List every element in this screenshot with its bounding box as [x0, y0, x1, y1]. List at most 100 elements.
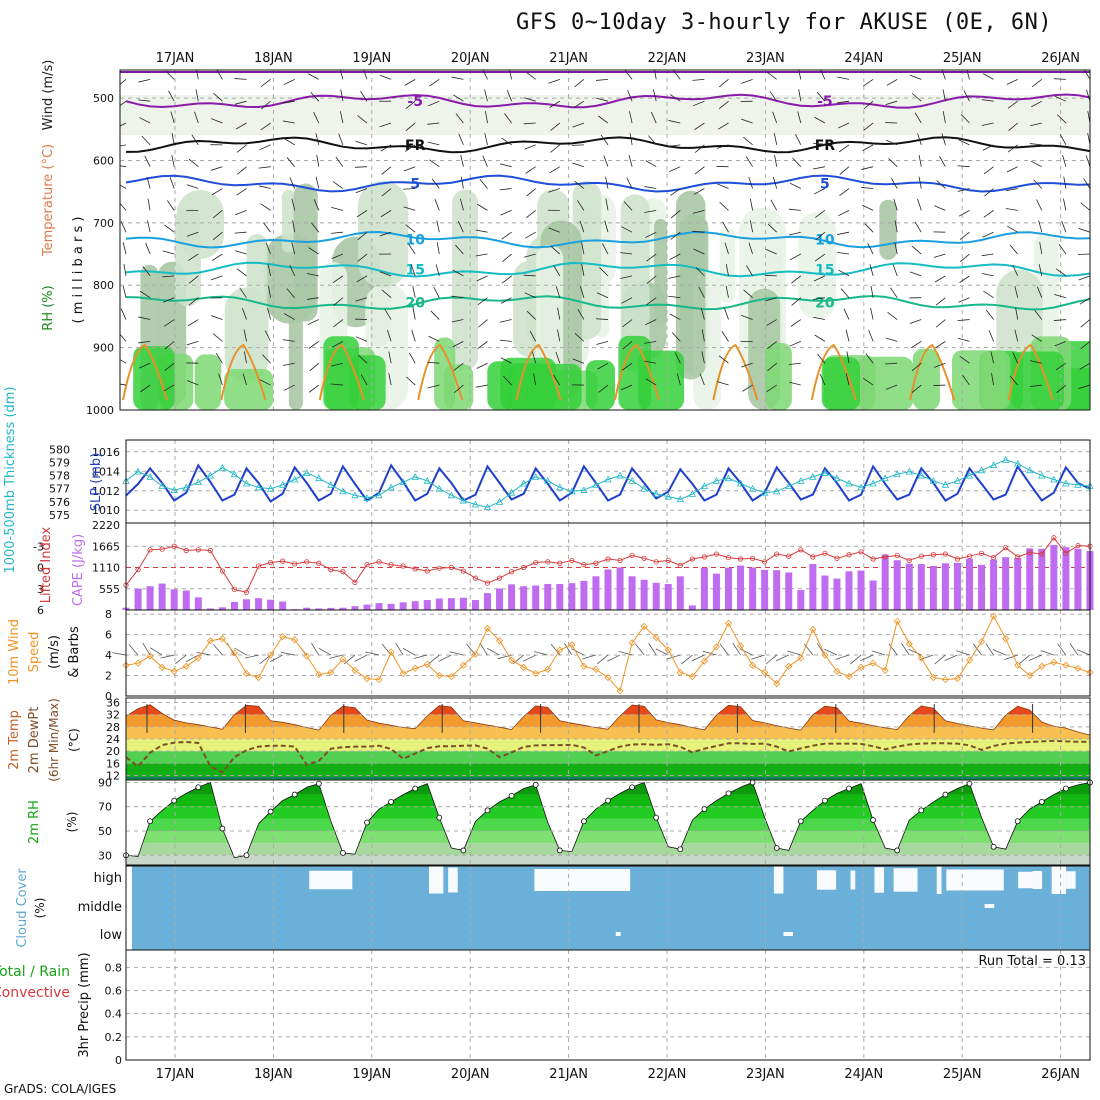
lifted-index-line — [125, 536, 1091, 593]
wind-barb — [379, 271, 392, 277]
lifted-index-point — [749, 555, 756, 561]
temp-band — [126, 763, 1090, 780]
cape-bar — [821, 575, 829, 610]
wind-barb — [531, 351, 537, 364]
wind-barb — [355, 297, 368, 302]
wind-barb — [306, 297, 319, 300]
wind-barb — [1030, 122, 1042, 127]
wind-barb — [427, 122, 440, 125]
lifted-index-point — [135, 567, 141, 573]
thickness-point — [507, 488, 516, 496]
thickness-point — [592, 480, 600, 488]
thickness-point — [1001, 455, 1010, 463]
wind-barb — [429, 159, 440, 168]
wind-barb — [557, 307, 561, 320]
wind-barb — [363, 70, 368, 80]
isotherm-label: 20 — [815, 296, 835, 312]
wind10m-barb — [691, 654, 705, 662]
wind-barb — [460, 154, 464, 167]
wind10m-point — [279, 633, 287, 641]
rh-point — [484, 807, 491, 814]
wind-barb — [870, 307, 874, 320]
thickness-point — [170, 486, 178, 493]
cape-bar — [1074, 548, 1082, 610]
wind10m-point — [218, 635, 226, 643]
wind-barb — [170, 111, 175, 124]
wind10m-point — [170, 667, 178, 675]
wind-barb — [885, 384, 898, 390]
isotherm-label: FR — [815, 138, 836, 154]
wind-barb — [142, 266, 151, 277]
wind-barb — [503, 375, 512, 386]
rh-point — [894, 847, 901, 854]
cloud-gap — [874, 867, 885, 893]
wind-barb — [451, 319, 464, 323]
wind10m-point — [375, 676, 383, 684]
cape-bar — [243, 599, 250, 610]
wind10m-point — [351, 666, 359, 674]
temp-tick-label: 20 — [106, 745, 120, 758]
cloud-gap — [448, 867, 458, 893]
wind-barb — [434, 199, 440, 211]
wind10m-barb — [571, 648, 585, 656]
thickness-point — [773, 487, 781, 495]
wind-barb — [914, 112, 922, 124]
wind-barb — [260, 203, 271, 211]
wind-barb — [579, 220, 585, 233]
wind10m-barb — [871, 650, 886, 656]
ylabel-temp-unit: (°C) — [67, 728, 81, 752]
wind-barb — [1085, 155, 1090, 167]
wind10m-point — [990, 612, 998, 620]
thickness-point — [1026, 466, 1034, 474]
thickness-point — [977, 466, 986, 474]
wind10m-barb — [824, 648, 838, 656]
wind-barb — [646, 253, 657, 262]
panel-frame — [125, 609, 1091, 697]
wind-barb — [164, 362, 175, 371]
temp-outline — [125, 704, 1091, 781]
wind-barb — [718, 100, 729, 110]
wind-barb — [186, 231, 199, 237]
wind-barb — [308, 341, 320, 349]
temp-band — [126, 704, 1090, 715]
lifted-index-point — [219, 568, 225, 574]
wind-barb — [983, 290, 994, 299]
wind-barb — [839, 188, 850, 197]
wind-barb — [724, 242, 729, 255]
cape-bar — [580, 580, 588, 610]
date-label-bottom: 18JAN — [254, 1067, 293, 1082]
wind-barb — [1034, 309, 1043, 320]
wind-barb — [869, 264, 874, 276]
rh-shading-moist — [821, 357, 860, 410]
wind-barb — [862, 144, 874, 151]
wind-barb — [211, 188, 223, 196]
wind-barb — [1058, 243, 1067, 255]
lifted-index-point — [448, 564, 454, 571]
wind10m-barb — [213, 644, 223, 656]
wind-barb — [553, 374, 561, 386]
wind10m-point — [206, 637, 214, 645]
rh-point — [1014, 818, 1021, 825]
wind-barb — [581, 242, 585, 255]
wind-barb — [282, 120, 295, 124]
date-label-bottom: 24JAN — [844, 1067, 883, 1082]
date-label-bottom: 20JAN — [451, 1067, 490, 1082]
wind10m-barb — [719, 643, 729, 656]
date-label-top: 25JAN — [943, 51, 982, 66]
wind-barb — [837, 251, 850, 255]
wind-barb — [789, 182, 801, 189]
wind-barb — [743, 136, 753, 146]
cloud-gap — [534, 869, 631, 891]
wind-barb — [788, 362, 801, 365]
wind-barb — [477, 341, 488, 349]
wind-barb — [331, 362, 343, 367]
wind-barb — [868, 330, 874, 342]
thickness-point — [134, 467, 142, 475]
ylabel-wind10m-3: (m/s) — [47, 635, 62, 669]
wind-barb — [410, 264, 416, 277]
ylabel-dewpt: 2m DewPt — [27, 707, 42, 774]
wind-barb — [812, 297, 825, 300]
thickness-point — [1038, 471, 1046, 479]
rh-point — [822, 797, 828, 804]
thickness-point — [953, 477, 962, 484]
